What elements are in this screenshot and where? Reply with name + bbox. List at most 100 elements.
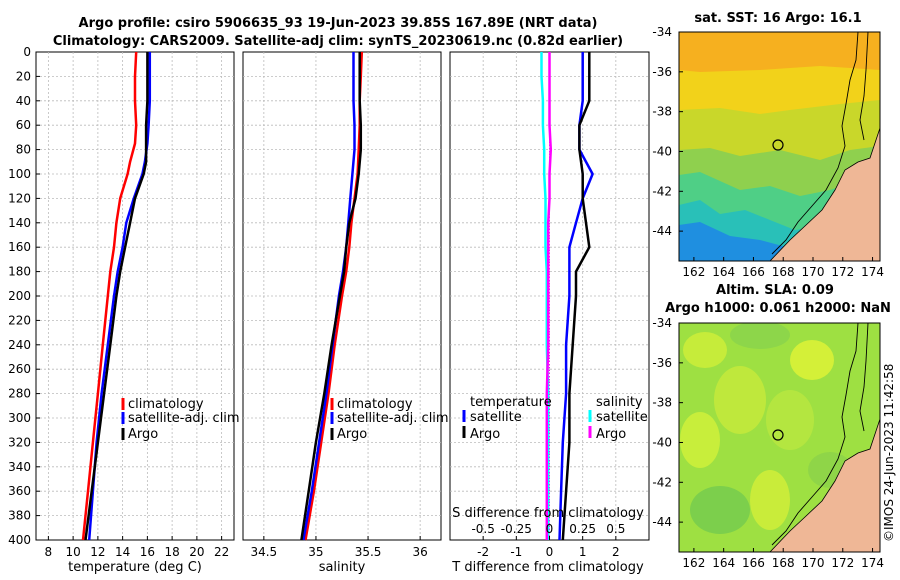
y-tick-label: 320 [8,435,31,449]
y-tick-label: 180 [8,265,31,279]
salinity-legend: climatology satellite-adj. clim Argo [330,397,449,442]
map-y-tick-label: -42 [652,475,672,489]
y-tick-label: 400 [8,533,31,547]
series-line-climatology [81,51,138,541]
sla-map-frame [678,322,881,553]
x-tick-label: 14 [115,545,130,559]
sla-map-title: Altim. SLA: 0.09 [716,283,834,298]
x-tick-label: 20 [189,545,204,559]
map-x-tick-label: 166 [742,265,765,279]
map-y-tick-label: -36 [652,65,672,79]
map-x-tick-label: 172 [831,265,854,279]
x-tick-label: -2 [477,545,489,559]
map-x-tick-label: 166 [742,556,765,570]
y-tick-label: 120 [8,191,31,205]
y-tick-label: 300 [8,411,31,425]
sst-map-title: sat. SST: 16 Argo: 16.1 [694,11,861,26]
y-tick-label: 160 [8,240,31,254]
sst-argo-marker [772,139,784,151]
series-line-temperature-satellite [558,52,594,541]
x-tick-label: 10 [65,545,80,559]
series-line-salinity-satellite [540,52,550,540]
map-x-tick-label: 174 [861,556,884,570]
sla-map-field [679,323,880,552]
legend-satellite-label: satellite-adj. clim [128,411,240,426]
map-x-tick-label: 168 [772,556,795,570]
map-y-tick-label: -44 [652,515,672,529]
x-tick-label: -1 [510,545,522,559]
sla-map-subtitle: Argo h1000: 0.061 h2000: NaN [665,301,891,316]
y-tick-label: 340 [8,460,31,474]
series-line-temperature-argo [561,52,591,541]
map-y-tick-label: -38 [652,396,672,410]
x-tick-label: 16 [140,545,155,559]
x-tick-label: 18 [164,545,179,559]
y-tick-label: 100 [8,167,31,181]
salinity-xlabel: salinity [319,560,366,575]
map-y-tick-label: -38 [652,105,672,119]
figure-title-line2: Climatology: CARS2009. Satellite-adj cli… [53,34,623,49]
legend-argo-label: Argo [128,427,158,442]
x-top-tick-label: -0.5 [471,522,494,536]
legend-salinity-header: salinity [596,395,643,410]
x-tick-label: 34.5 [250,545,277,559]
x-tick-label: 22 [214,545,229,559]
difference-xlabel-top: S difference from climatology [452,506,644,521]
map-x-tick-label: 172 [831,556,854,570]
legend-s-argo-label: Argo [596,427,626,442]
legend-t-argo-label: Argo [470,427,500,442]
y-tick-label: 0 [23,45,31,59]
map-x-tick-label: 164 [712,265,735,279]
x-top-tick-label: 0.5 [606,522,625,536]
x-top-tick-label: 0 [546,522,554,536]
y-tick-label: 380 [8,509,31,523]
x-tick-label: 12 [90,545,105,559]
legend-t-satellite-label: satellite [470,410,522,425]
map-x-tick-label: 164 [712,556,735,570]
figure-title-line1: Argo profile: csiro 5906635_93 19-Jun-20… [79,16,598,31]
map-y-tick-label: -40 [652,435,672,449]
y-tick-label: 80 [16,143,31,157]
y-tick-label: 220 [8,313,31,327]
map-y-tick-label: -42 [652,184,672,198]
y-tick-label: 200 [8,289,31,303]
sst-land [769,32,880,261]
copyright-text: ©IMOS 24-Jun-2023 11:42:58 [882,364,896,542]
x-top-tick-label: 0.25 [569,522,596,536]
legend-climatology-label: climatology [337,397,413,412]
y-tick-label: 40 [16,94,31,108]
series-line-satellite-adj-clim [87,52,152,541]
series-line-argo [84,52,149,541]
x-tick-label: 1 [579,545,587,559]
map-x-tick-label: 170 [802,265,825,279]
map-y-tick-label: -34 [652,25,672,39]
legend-satellite-label: satellite-adj. clim [337,411,449,426]
x-tick-label: 8 [45,545,53,559]
sst-map-frame [678,31,881,262]
map-y-tick-label: -34 [652,316,672,330]
temperature-legend: climatology satellite-adj. clim Argo [121,397,240,442]
difference-legend: temperature salinity satellite Argo sate… [462,395,648,442]
x-tick-label: 35.5 [355,545,382,559]
y-tick-label: 260 [8,362,31,376]
difference-xlabel: T difference from climatology [451,560,644,575]
legend-argo-label: Argo [337,427,367,442]
x-tick-label: 36 [413,545,428,559]
legend-climatology-label: climatology [128,397,204,412]
map-y-tick-label: -44 [652,224,672,238]
sst-map-field [679,32,880,261]
y-tick-label: 280 [8,387,31,401]
map-x-tick-label: 162 [682,556,705,570]
series-line-argo [300,52,363,541]
map-x-tick-label: 174 [861,265,884,279]
y-tick-label: 240 [8,338,31,352]
y-tick-label: 20 [16,69,31,83]
legend-temperature-header: temperature [470,395,552,410]
x-top-tick-label: -0.25 [501,522,532,536]
map-x-tick-label: 170 [802,556,825,570]
depth-tick-labels: 0 20 40 60 80 100 120 140 160 180 200 220 240 260 280 3… [8,45,31,547]
y-tick-label: 60 [16,118,31,132]
legend-s-satellite-label: satellite [596,410,648,425]
y-tick-label: 140 [8,216,31,230]
sla-land [769,323,880,552]
